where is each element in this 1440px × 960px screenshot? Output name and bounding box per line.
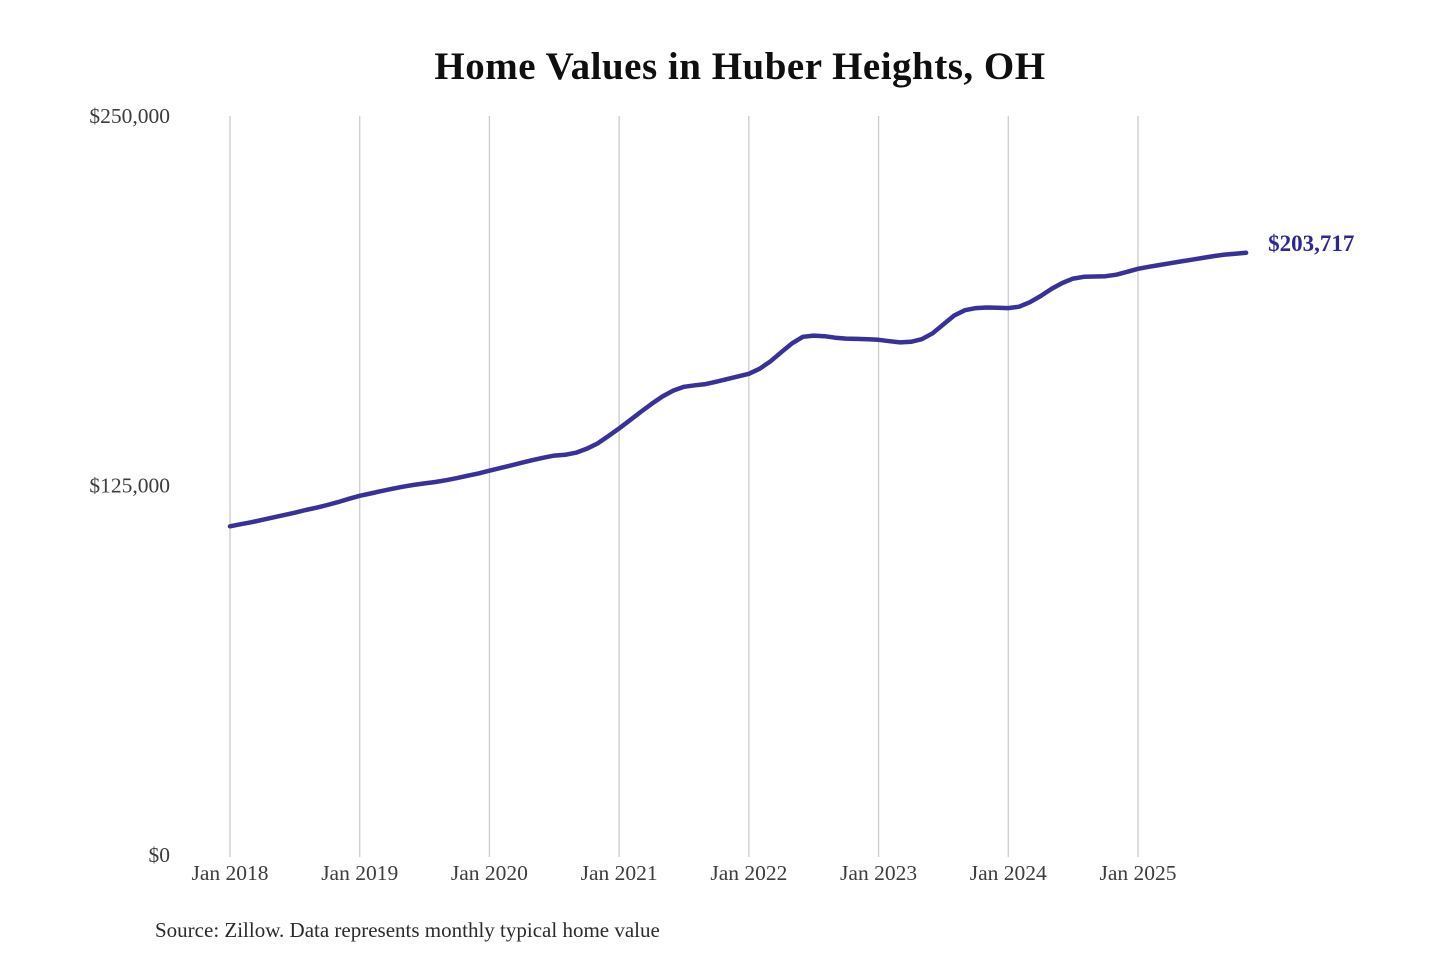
x-tick-label: Jan 2019 [321, 861, 398, 885]
x-tick-label: Jan 2025 [1099, 861, 1176, 885]
home-value-line [227, 250, 1249, 529]
current-value-label: $203,717 [1268, 231, 1354, 256]
chart-title: Home Values in Huber Heights, OH [434, 45, 1046, 88]
y-tick-label: $250,000 [89, 104, 170, 128]
y-tick-label: $125,000 [89, 474, 170, 498]
x-axis-tick-labels: Jan 2018 Jan 2019 Jan 2020 Jan 2021 Jan 2022… [191, 861, 1176, 885]
x-tick-label: Jan 2021 [581, 861, 658, 885]
x-tick-label: Jan 2023 [840, 861, 917, 885]
y-tick-label: $0 [149, 843, 171, 867]
x-tick-label: Jan 2018 [191, 861, 268, 885]
y-axis-tick-labels: $0 $125,000 $250,000 [89, 104, 170, 867]
x-tick-label: Jan 2022 [710, 861, 787, 885]
gridlines [229, 116, 1139, 857]
x-tick-label: Jan 2020 [451, 861, 528, 885]
x-tick-label: Jan 2024 [970, 861, 1047, 885]
source-note: Source: Zillow. Data represents monthly … [155, 918, 660, 942]
